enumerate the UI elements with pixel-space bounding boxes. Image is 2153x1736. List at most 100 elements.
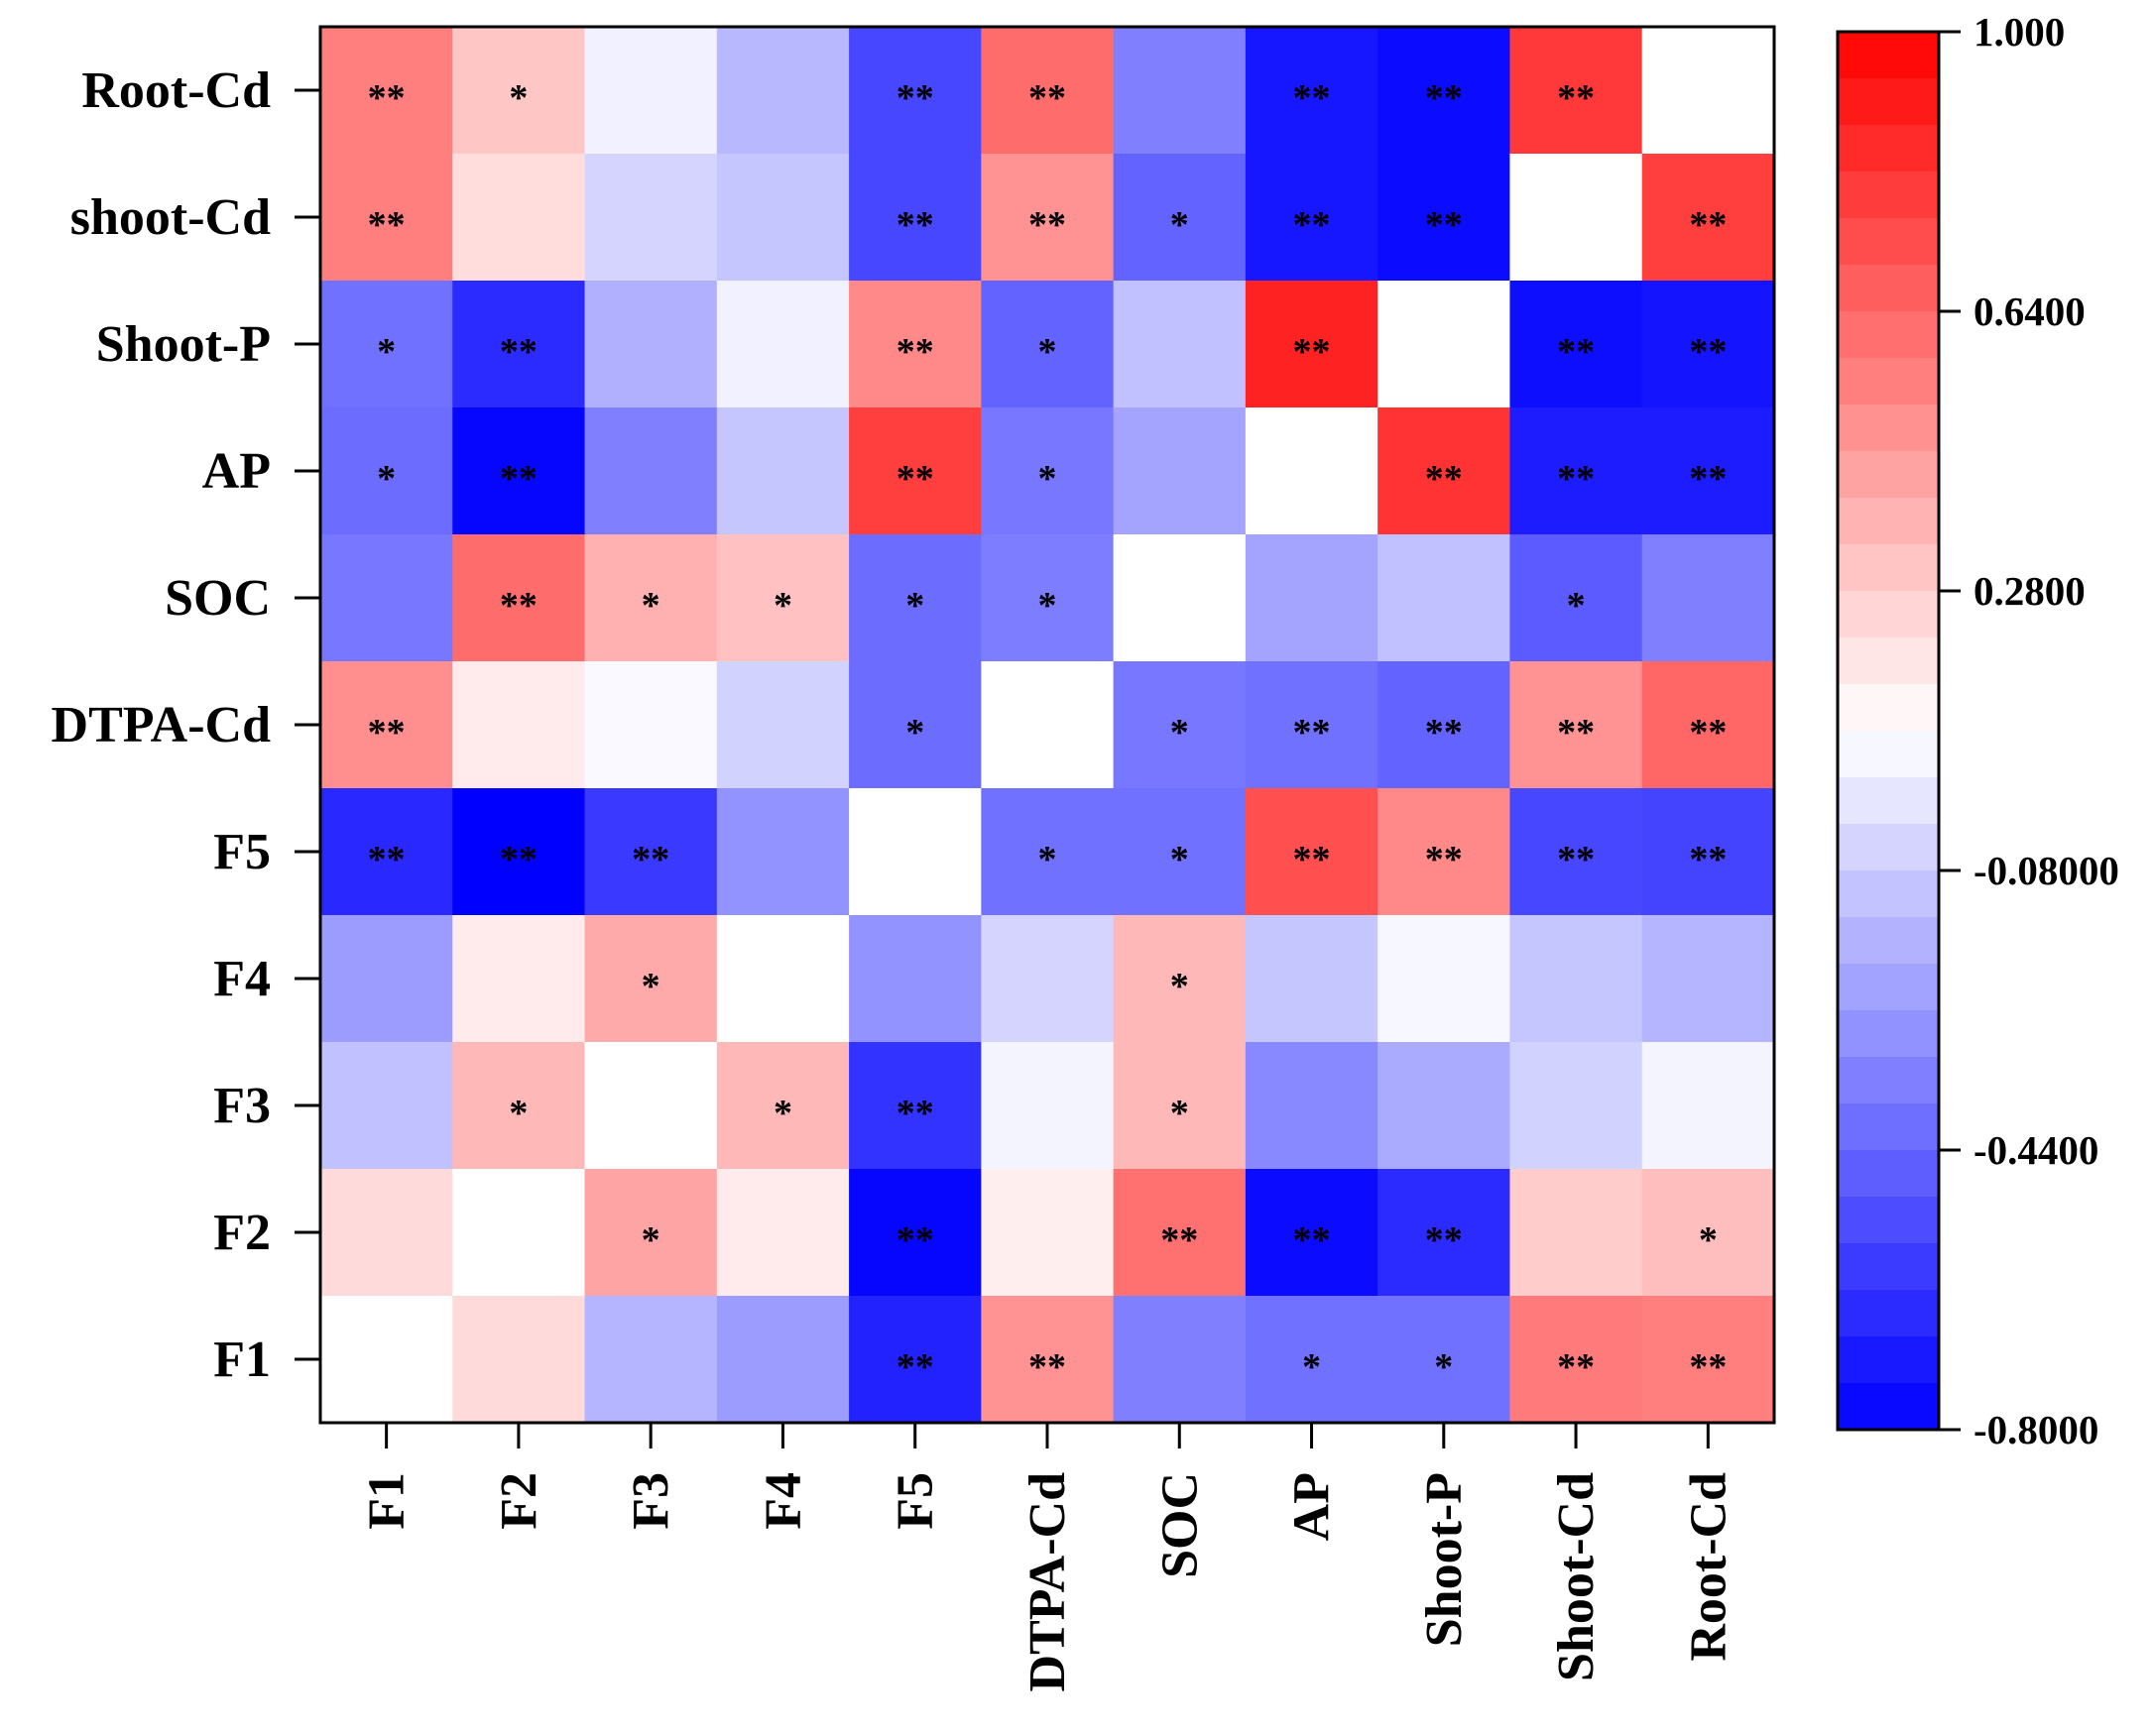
- heatmap-cell: [981, 1169, 1115, 1297]
- heatmap-cell: [1377, 1296, 1511, 1424]
- heatmap-cell: [849, 27, 982, 155]
- heatmap-cell: [584, 27, 718, 155]
- significance-label: *: [1699, 1219, 1718, 1261]
- colorbar-band: [1838, 544, 1939, 592]
- heatmap-cell: [1245, 407, 1378, 535]
- significance-label: **: [1425, 839, 1463, 880]
- significance-label: *: [1037, 839, 1056, 880]
- colorbar-band: [1838, 777, 1939, 825]
- heatmap-cell: [584, 407, 718, 535]
- heatmap-cell: [1245, 915, 1378, 1043]
- heatmap-cell: [1509, 154, 1643, 282]
- significance-label: **: [1425, 77, 1463, 119]
- colorbar-tick-label: 0.2800: [1974, 568, 2086, 614]
- heatmap-cell: [1245, 1169, 1378, 1297]
- significance-label: *: [1170, 204, 1189, 246]
- heatmap-cell: [320, 1169, 453, 1297]
- x-tick-label: F1: [359, 1472, 416, 1530]
- significance-label: **: [897, 77, 934, 119]
- significance-label: *: [642, 966, 660, 1007]
- colorbar-band: [1838, 731, 1939, 778]
- colorbar-band: [1838, 637, 1939, 685]
- significance-label: **: [500, 331, 538, 373]
- colorbar-band: [1838, 1197, 1939, 1244]
- heatmap-cell: [1113, 1296, 1247, 1424]
- significance-label: **: [368, 77, 406, 119]
- x-tick-label: DTPA-Cd: [1019, 1472, 1076, 1692]
- heatmap-cell: [1377, 661, 1511, 789]
- colorbar-tick-label: -0.08000: [1974, 848, 2119, 893]
- heatmap-cell: [584, 1296, 718, 1424]
- heatmap-cell: [1245, 788, 1378, 916]
- heatmap-cell: [981, 27, 1115, 155]
- heatmap-cell: [1113, 1042, 1247, 1170]
- heatmap-cell: [584, 915, 718, 1043]
- heatmap-cell: [716, 534, 850, 662]
- colorbar-band: [1838, 1243, 1939, 1291]
- heatmap-cell: [584, 1169, 718, 1297]
- significance-label: **: [1028, 77, 1066, 119]
- heatmap-cell: [1509, 281, 1643, 408]
- colorbar-band: [1838, 917, 1939, 965]
- significance-label: **: [1293, 839, 1331, 880]
- heatmap-cell: [452, 1296, 586, 1424]
- heatmap-cell: [1377, 1042, 1511, 1170]
- y-axis: Root-Cd shoot-Cd Shoot-P AP SOC DTPA-Cd F5 F4 F3…: [52, 62, 320, 1388]
- heatmap-cell: [1113, 154, 1247, 282]
- heatmap-cell: [584, 788, 718, 916]
- heatmap-cell: [320, 1042, 453, 1170]
- significance-label: **: [1293, 77, 1331, 119]
- significance-label: **: [1689, 1346, 1727, 1388]
- heatmap-cell: [1641, 915, 1775, 1043]
- heatmap-cell: [320, 1296, 453, 1424]
- significance-label: **: [1293, 331, 1331, 373]
- heatmap-cell: [849, 1042, 982, 1170]
- colorbar-band: [1838, 1383, 1939, 1431]
- significance-label: *: [1170, 839, 1189, 880]
- heatmap-cell: [981, 661, 1115, 789]
- heatmap-cell: [320, 281, 453, 408]
- heatmap-cell: [452, 1042, 586, 1170]
- heatmap-cell: [981, 534, 1115, 662]
- heatmap-cells: [320, 27, 1775, 1424]
- significance-label: **: [897, 204, 934, 246]
- heatmap-cell: [1245, 1042, 1378, 1170]
- significance-label: **: [500, 458, 538, 500]
- x-tick-label: F3: [623, 1472, 679, 1530]
- y-tick-label: F2: [213, 1205, 271, 1261]
- colorbar-band: [1838, 78, 1939, 126]
- y-tick-label: SOC: [165, 570, 271, 627]
- significance-label: **: [1293, 1219, 1331, 1261]
- heatmap-cell: [1113, 1169, 1247, 1297]
- heatmap-cell: [452, 661, 586, 789]
- colorbar: 1.000 0.6400 0.2800 -0.08000 -0.4400 -0.8000: [1836, 9, 2119, 1452]
- significance-label: **: [1557, 712, 1595, 753]
- significance-label: *: [1434, 1346, 1453, 1388]
- heatmap-cell: [1113, 281, 1247, 408]
- significance-label: *: [1037, 585, 1056, 627]
- heatmap-cell: [452, 281, 586, 408]
- heatmap-cell: [716, 661, 850, 789]
- colorbar-band: [1838, 1103, 1939, 1151]
- colorbar-frame: [1836, 30, 1941, 1432]
- significance-label: **: [1425, 1219, 1463, 1261]
- y-tick-label: AP: [202, 443, 271, 500]
- significance-label: **: [368, 839, 406, 880]
- significance-label: *: [377, 458, 396, 500]
- significance-label: *: [905, 585, 924, 627]
- heatmap-cell: [320, 154, 453, 282]
- heatmap-cell: [1509, 788, 1643, 916]
- heatmap-cell: [849, 661, 982, 789]
- heatmap-cell: [1641, 788, 1775, 916]
- significance-label: **: [1293, 712, 1331, 753]
- colorbar-tick-label: -0.8000: [1974, 1407, 2098, 1452]
- significance-label: *: [1170, 1093, 1189, 1134]
- colorbar-band: [1838, 172, 1939, 219]
- colorbar-tick-label: -0.4400: [1974, 1127, 2098, 1173]
- significance-label: **: [1293, 204, 1331, 246]
- x-tick-label: Shoot-P: [1416, 1472, 1473, 1647]
- significance-label: **: [1689, 204, 1727, 246]
- x-axis: F1 F2 F3 F4 F5 DTPA-Cd SOC AP Shoot-P Shoot-Cd Roo…: [359, 1423, 1736, 1692]
